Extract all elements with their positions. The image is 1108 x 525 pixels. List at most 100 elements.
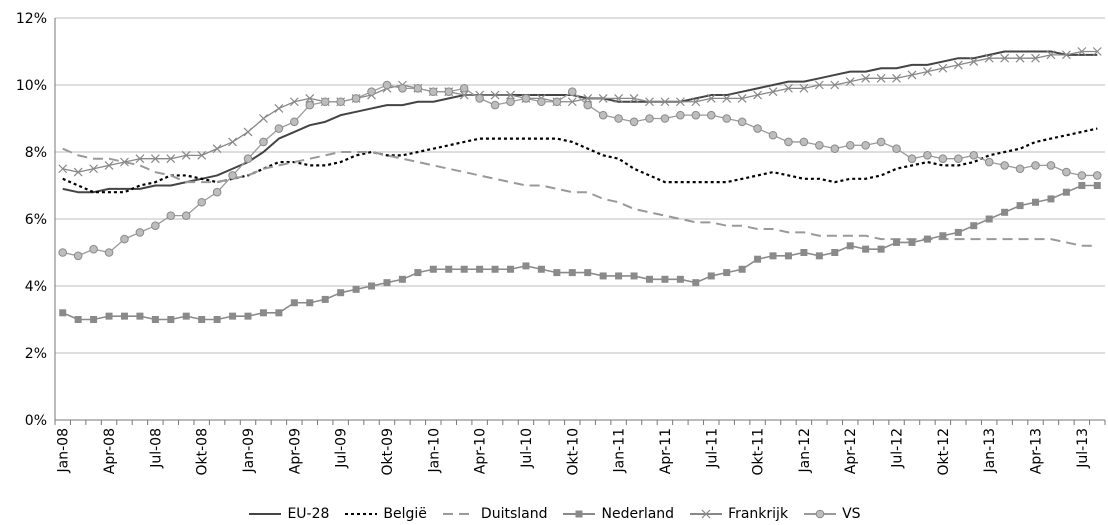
data-point [429, 265, 437, 273]
series-line [62, 147, 1098, 247]
data-point [567, 87, 577, 96]
data-point [476, 265, 484, 273]
data-point [861, 141, 870, 150]
data-point [1032, 198, 1040, 206]
data-point [907, 70, 917, 80]
data-point [181, 150, 191, 160]
data-point [306, 299, 314, 307]
x-tick-label: Jan-08 [56, 428, 72, 473]
data-point [182, 312, 190, 320]
x-tick-label: Apr-10 [473, 428, 489, 474]
series-line [62, 50, 1098, 173]
data-point [552, 97, 562, 107]
legend-label: EU-28 [287, 506, 330, 522]
data-point [815, 252, 823, 260]
data-point [475, 94, 484, 103]
data-point [259, 137, 268, 147]
data-point [584, 269, 592, 277]
data-point [228, 137, 237, 147]
legend-swatch [804, 509, 837, 519]
data-point [800, 249, 808, 256]
data-point [212, 144, 222, 154]
data-point [73, 251, 83, 261]
x-tick-label: Apr-11 [658, 428, 674, 474]
data-point [321, 295, 329, 303]
data-point [769, 252, 777, 260]
data-point [1092, 171, 1102, 180]
data-point [598, 93, 608, 103]
data-point [660, 97, 670, 107]
y-tick-label: 12% [16, 11, 47, 27]
data-point [537, 97, 546, 107]
data-point [228, 171, 237, 180]
y-tick-label: 0% [25, 413, 47, 429]
data-point [229, 312, 237, 320]
legend-swatch [563, 510, 596, 518]
data-point [522, 262, 530, 270]
legend-label: VS [842, 506, 861, 522]
data-point [815, 509, 825, 519]
data-point [429, 87, 438, 96]
legend-item: VS [802, 506, 861, 522]
data-point [645, 97, 654, 107]
data-point [754, 255, 762, 263]
data-point [553, 269, 561, 277]
data-point [862, 245, 870, 253]
data-point [737, 117, 747, 127]
data-point [1092, 47, 1102, 56]
data-point [89, 164, 99, 174]
data-point [259, 114, 268, 123]
x-tick-label: Jan-10 [426, 428, 442, 473]
data-point [598, 110, 608, 120]
data-point [212, 187, 222, 197]
data-point [1015, 53, 1025, 63]
data-point [413, 84, 423, 93]
data-point [1031, 53, 1040, 63]
data-point [243, 127, 253, 137]
y-tick-label: 10% [16, 78, 47, 94]
data-point [537, 265, 545, 273]
data-point [491, 265, 499, 273]
data-point [923, 235, 931, 243]
data-point [58, 248, 68, 257]
data-point [1046, 161, 1056, 170]
x-tick-label: Jan-11 [612, 428, 628, 473]
x-tick-label: Okt-08 [195, 428, 211, 475]
legend-label: Duitsland [480, 506, 548, 522]
data-point [383, 279, 391, 287]
data-point [645, 114, 654, 123]
data-point [661, 275, 669, 283]
data-point [630, 272, 638, 280]
data-point [846, 242, 854, 250]
data-point [645, 275, 653, 283]
data-point [738, 265, 746, 273]
data-point [969, 57, 979, 66]
series-nederland [59, 182, 1101, 323]
data-point [675, 97, 685, 107]
data-point [150, 154, 160, 164]
data-point [984, 53, 994, 63]
x-tick-label: Jul-11 [704, 428, 720, 469]
data-point [445, 265, 453, 273]
x-tick-label: Okt-09 [380, 428, 396, 475]
data-point [583, 93, 593, 103]
data-point [768, 130, 778, 140]
data-point [198, 316, 206, 323]
data-point [629, 117, 639, 127]
y-tick-label: 4% [25, 279, 47, 295]
data-point [831, 249, 839, 256]
x-tick-label: Apr-09 [287, 428, 303, 474]
data-point [104, 248, 114, 257]
data-point [507, 265, 515, 273]
data-point [969, 151, 979, 160]
legend-item: Nederland [561, 506, 674, 522]
x-tick-label: Okt-10 [565, 428, 581, 475]
data-point [815, 141, 824, 150]
data-point [166, 211, 176, 220]
chart-legend: EU-28 België Duitsland Nederland Frankrijk VS [0, 504, 1108, 524]
y-tick-label: 8% [25, 145, 47, 161]
data-point [320, 97, 330, 107]
data-point [305, 100, 315, 110]
data-point [136, 312, 144, 320]
data-point [892, 73, 901, 83]
